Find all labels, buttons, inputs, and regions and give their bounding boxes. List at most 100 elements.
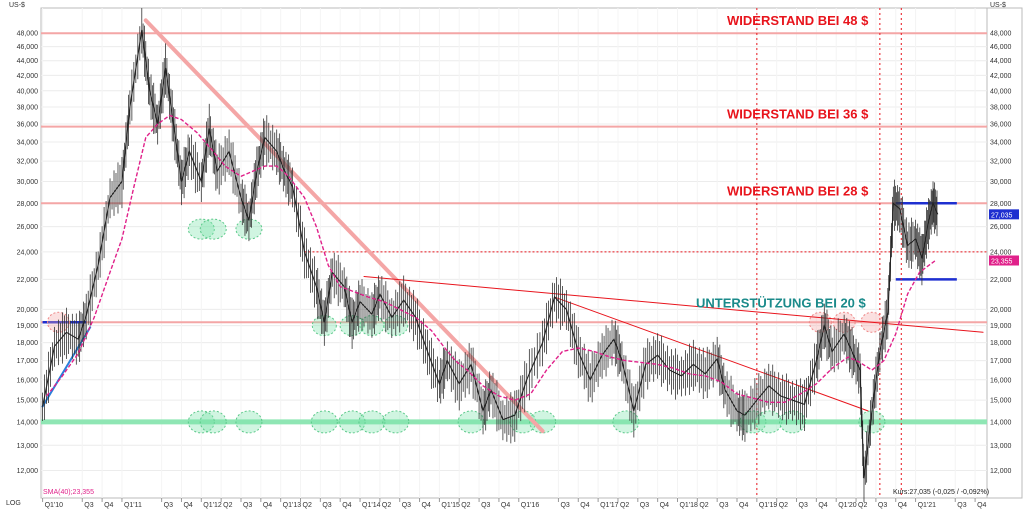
y-tick-label-left: 15,000	[17, 398, 39, 405]
x-tick-label: Q4	[501, 502, 510, 509]
footer-quote: Kurs:27,035 (-0,025 / -0,092%)	[893, 489, 989, 496]
y-tick-label-left: 19,000	[17, 323, 39, 330]
y-tick-label-right: 28,000	[990, 201, 1012, 208]
x-tick-label: Q1'21	[918, 502, 937, 509]
x-tick-label: Q2	[382, 502, 391, 509]
y-tick-label-left: 38,000	[17, 104, 39, 111]
y-tick-label-right: 34,000	[990, 140, 1012, 147]
x-tick-label: Q1'10	[45, 502, 64, 509]
resistance-28-label: WIDERSTAND BEI 28 $	[727, 183, 869, 198]
y-tick-label-left: 40,000	[17, 88, 39, 95]
y-tick-label-right: 38,000	[990, 104, 1012, 111]
x-tick-label: Q4	[104, 502, 113, 509]
x-tick-label: Q3	[799, 502, 808, 509]
y-tick-label-left: 48,000	[17, 31, 39, 38]
support-circle	[457, 410, 485, 434]
x-tick-label: Q2	[699, 502, 708, 509]
x-tick-label: Q2	[620, 502, 629, 509]
x-tick-label: Q1'14	[362, 502, 381, 509]
x-tick-label: Q4	[422, 502, 431, 509]
y-tick-label-right: 16,000	[990, 377, 1012, 384]
support-circle	[612, 410, 640, 434]
horizontal-levels	[41, 32, 987, 425]
x-tick-label: Q3	[640, 502, 649, 509]
y-tick-label-right: 19,000	[990, 323, 1012, 330]
y-tick-label-left: 24,000	[17, 249, 39, 256]
y-tick-label-left: 16,000	[17, 377, 39, 384]
x-tick-label: Q3	[481, 502, 490, 509]
y-tick-label-left: 20,000	[17, 307, 39, 314]
y-tick-label-right: 42,000	[990, 73, 1012, 80]
x-tick-label: Q3	[560, 502, 569, 509]
y-tick-label-left: 32,000	[17, 159, 39, 166]
x-tick-label: Q3	[878, 502, 887, 509]
y-tick-label-left: 44,000	[17, 58, 39, 65]
scale-label: LOG	[6, 500, 21, 507]
currency-label: US-$	[9, 2, 25, 9]
y-tick-label-left: 36,000	[17, 121, 39, 128]
x-tick-label: Q1'16	[521, 502, 540, 509]
downtrend-red-1	[363, 275, 984, 333]
x-tick-label: Q4	[342, 502, 351, 509]
y-tick-label-right: 36,000	[990, 121, 1012, 128]
y-axis-right: 12,000 13,000 14,000 15,000 16,000 17,000 18,0…	[990, 31, 1012, 475]
x-tick-label: Q2	[303, 502, 312, 509]
current-price-tag	[989, 209, 1019, 220]
y-tick-label-left: 22,000	[17, 277, 39, 284]
series	[42, 8, 939, 503]
x-tick-label: Q2	[858, 502, 867, 509]
support-circle	[235, 410, 263, 434]
x-tick-label: Q4	[580, 502, 589, 509]
x-tick-label: Q3	[957, 502, 966, 509]
y-tick-label-right: 14,000	[990, 419, 1012, 426]
support-circle	[338, 410, 366, 434]
x-tick-label: Q3	[402, 502, 411, 509]
x-tick-label: Q2	[223, 502, 232, 509]
sma-price-label: 23,355	[991, 258, 1013, 265]
price-line	[42, 29, 939, 479]
support-circle	[187, 218, 215, 240]
y-tick-label-right: 18,000	[990, 340, 1012, 347]
y-tick-label-right: 12,000	[990, 468, 1012, 475]
x-tick-label: Q3	[719, 502, 728, 509]
support-circle	[187, 410, 215, 434]
support-circle	[199, 410, 227, 434]
y-tick-label-left: 42,000	[17, 73, 39, 80]
y-tick-label-left: 26,000	[17, 224, 39, 231]
y-tick-label-right: 26,000	[990, 224, 1012, 231]
x-tick-label: Q2	[779, 502, 788, 509]
y-tick-label-right: 30,000	[990, 179, 1012, 186]
x-tick-label: Q1'17	[600, 502, 619, 509]
x-tick-label: Q4	[263, 502, 272, 509]
resistance-36-label: WIDERSTAND BEI 36 $	[727, 107, 869, 122]
y-tick-label-right: 15,000	[990, 398, 1012, 405]
x-tick-label: Q4	[898, 502, 907, 509]
x-tick-label: Q3	[322, 502, 331, 509]
y-tick-label-left: 14,000	[17, 419, 39, 426]
y-tick-label-left: 18,000	[17, 340, 39, 347]
x-tick-label: Q2	[461, 502, 470, 509]
y-tick-label-right: 20,000	[990, 307, 1012, 314]
x-tick-label: Q1'11	[124, 502, 142, 509]
support-20-label: UNTERSTÜTZUNG BEI 20 $	[696, 295, 867, 310]
downtrend-main	[143, 18, 545, 434]
current-price-label: 27,035	[991, 212, 1013, 219]
x-tick-label: Q1'18	[679, 502, 698, 509]
support-circle	[529, 410, 557, 434]
y-tick-label-left: 13,000	[17, 443, 39, 450]
annotations: WIDERSTAND BEI 48 $ WIDERSTAND BEI 36 $ WI…	[696, 13, 1019, 310]
y-tick-label-left: 30,000	[17, 179, 39, 186]
y-tick-label-right: 48,000	[990, 31, 1012, 38]
x-tick-label: Q1'19	[759, 502, 778, 509]
y-tick-label-right: 24,000	[990, 249, 1012, 256]
y-tick-label-right: 13,000	[990, 443, 1012, 450]
vertical-markers	[756, 8, 902, 498]
x-tick-label: Q4	[977, 502, 986, 509]
support-circle	[755, 410, 783, 434]
x-tick-label: Q4	[739, 502, 748, 509]
currency-label-right: US-$	[990, 2, 1006, 9]
right-axis-frame	[986, 7, 1023, 499]
x-axis: Q1'10 Q3 Q4 Q1'11 Q3 Q4 Q1'12 Q2 Q3 Q4 Q1'13 Q2 Q3 Q4…	[42, 498, 987, 509]
y-tick-label-right: 44,000	[990, 58, 1012, 65]
